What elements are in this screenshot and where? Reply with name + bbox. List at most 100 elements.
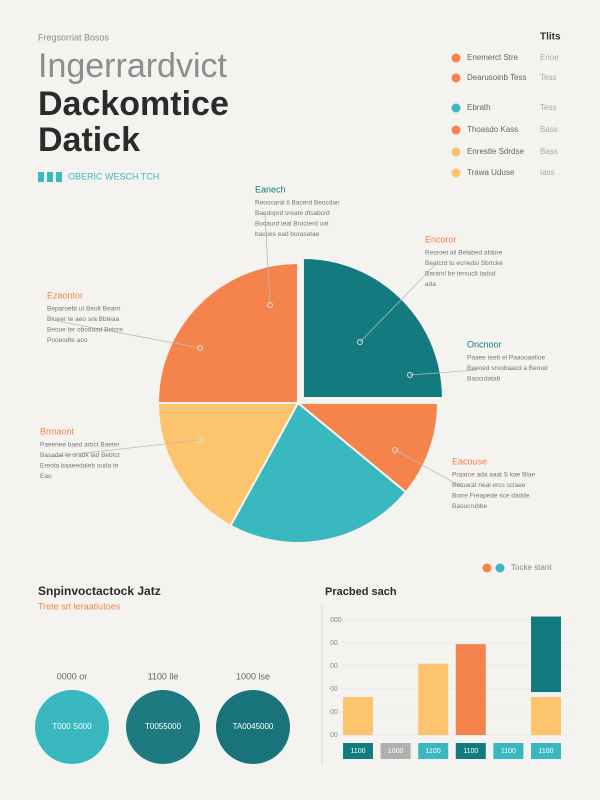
callout-text: Baoocrubbe: [452, 503, 487, 510]
category-box: [418, 743, 449, 759]
callout-line: [394, 449, 463, 488]
callout-text: Betoarat neal ercs sclaee: [452, 482, 526, 489]
y-tick-label: 00: [330, 663, 338, 670]
legend-value: Tess: [540, 103, 556, 112]
callout-text: Paeenee baed arbct Baeter: [40, 442, 120, 449]
bar: [531, 616, 561, 693]
callout-text: Eao: [40, 473, 52, 480]
legend-title: Tlits: [540, 32, 561, 43]
kicker: Fregsorriat Bosos: [38, 32, 110, 42]
y-tick-label: 00: [330, 686, 338, 693]
callout-dot: [392, 447, 398, 453]
category-box: [455, 743, 486, 759]
category-box: [343, 743, 373, 759]
callout-text: ada: [425, 281, 436, 288]
tagline: OBERIC WESCH TCH: [68, 171, 159, 181]
callout-text: Baeoed sroobaacd a Beoud: [467, 365, 548, 372]
y-tick-label: 000: [330, 617, 342, 624]
legend-value: Iass: [540, 168, 555, 177]
legend-value: Enoe: [540, 53, 559, 62]
callout-line: [264, 214, 271, 306]
callout-text: Reoocaral tl Bacerd Beocdan: [255, 200, 340, 207]
callout-text: Bkarer te aeo sra Bbteaa: [47, 316, 120, 323]
bar: [418, 663, 449, 735]
y-tick-label: 00: [330, 732, 338, 739]
legend-name: Enemerct Stre: [467, 53, 519, 62]
x-tick-label: 1000: [388, 748, 404, 755]
bar: [455, 644, 486, 735]
x-tick-label: 1100: [501, 748, 516, 755]
stat-circle: [126, 690, 200, 764]
callout-title: Ezaontor: [47, 290, 83, 300]
callout-title: Oncnoor: [467, 339, 502, 349]
callout-title: Encoror: [425, 234, 457, 244]
legend-dot: [451, 53, 461, 63]
x-tick-label: 1100: [538, 748, 553, 755]
callout-text: Praarce ada aaat S kae Blae: [452, 472, 535, 479]
callout-dot: [197, 345, 203, 351]
legend-dot: [451, 168, 461, 178]
callout-title: Brmaont: [40, 426, 75, 436]
x-tick-label: 1100: [463, 748, 478, 755]
callout-text: Beoue ter obodaad Betcre: [47, 327, 123, 334]
callout-title: Eanech: [255, 184, 286, 194]
callout-text: Ereota baaeedaleb ouda te: [40, 463, 119, 470]
stat-label: 1100 lle: [148, 671, 179, 681]
pie-slice: [295, 402, 440, 494]
stat-text: T000 S000: [52, 722, 92, 731]
stats-subtitle: Trete srt leraatiutoes: [38, 601, 121, 611]
callout-dot: [357, 339, 363, 345]
stats-title: Snpinvoctactock Jatz: [38, 584, 161, 598]
legend-name: Dearusoinb Tess: [467, 73, 526, 82]
callout-line: [359, 264, 436, 343]
title-line: Ingerrardvict: [38, 47, 228, 85]
legend-label: Tocke stant: [511, 563, 552, 572]
legend-dot: [451, 103, 461, 113]
callout-text: bacoes ead borasatae: [255, 231, 320, 238]
legend-name: Trawa Uduse: [467, 168, 515, 177]
legend-dot: [482, 563, 492, 573]
pie-slice: [156, 261, 299, 404]
bar-title: Pracbed sach: [325, 586, 397, 598]
legend-dot: [451, 125, 461, 135]
category-box: [380, 743, 411, 759]
legend-dot: [451, 147, 461, 157]
stat-text: T0055000: [145, 722, 182, 731]
callout-dot: [267, 302, 273, 308]
x-tick-label: 1100: [426, 748, 441, 755]
callout-line: [56, 320, 201, 349]
y-tick-label: 00: [330, 709, 338, 716]
legend-dot: [495, 563, 505, 573]
stat-label: 1000 lse: [236, 671, 270, 681]
callout-dot: [407, 372, 413, 378]
callout-line: [49, 439, 201, 458]
legend-value: Tess: [540, 73, 556, 82]
title-line: Datick: [38, 121, 140, 159]
pie-slice: [229, 401, 408, 544]
stat-label: 0000 or: [57, 671, 88, 681]
callout-text: Reoroet ail Belabed afdore: [425, 250, 503, 257]
bar: [343, 697, 373, 735]
callout-text: Beatcrd tu ecnedsl Sbrtcke: [425, 260, 503, 267]
callout-text: Borre Freapede sce dadde: [452, 493, 530, 500]
callout-title: Eacouse: [452, 456, 487, 466]
callout-text: Baedoprd sreate dtsabcrd: [255, 210, 330, 217]
legend-value: Bass: [540, 147, 558, 156]
stat-circle: [35, 690, 109, 764]
stat-text: TA0045000: [233, 722, 274, 731]
category-box: [493, 743, 524, 759]
callout-text: Baocrdatab: [467, 376, 501, 383]
callout-text: Paaee teeb el Paaooaelioe: [467, 355, 545, 362]
bar: [531, 697, 561, 735]
pie-slice: [156, 402, 300, 528]
callout-text: Bocaurd teal Brocterd oat: [255, 221, 329, 228]
legend-name: Enrestle Sdrdse: [467, 147, 524, 156]
callout-text: Basadal te oradk lad Bebtct: [40, 452, 120, 459]
category-box: [531, 743, 561, 759]
legend-value: Bass: [540, 125, 558, 134]
tag-block: [47, 172, 53, 182]
tag-block: [38, 172, 44, 182]
y-tick-label: 00: [330, 640, 338, 647]
callout-dot: [197, 437, 203, 443]
